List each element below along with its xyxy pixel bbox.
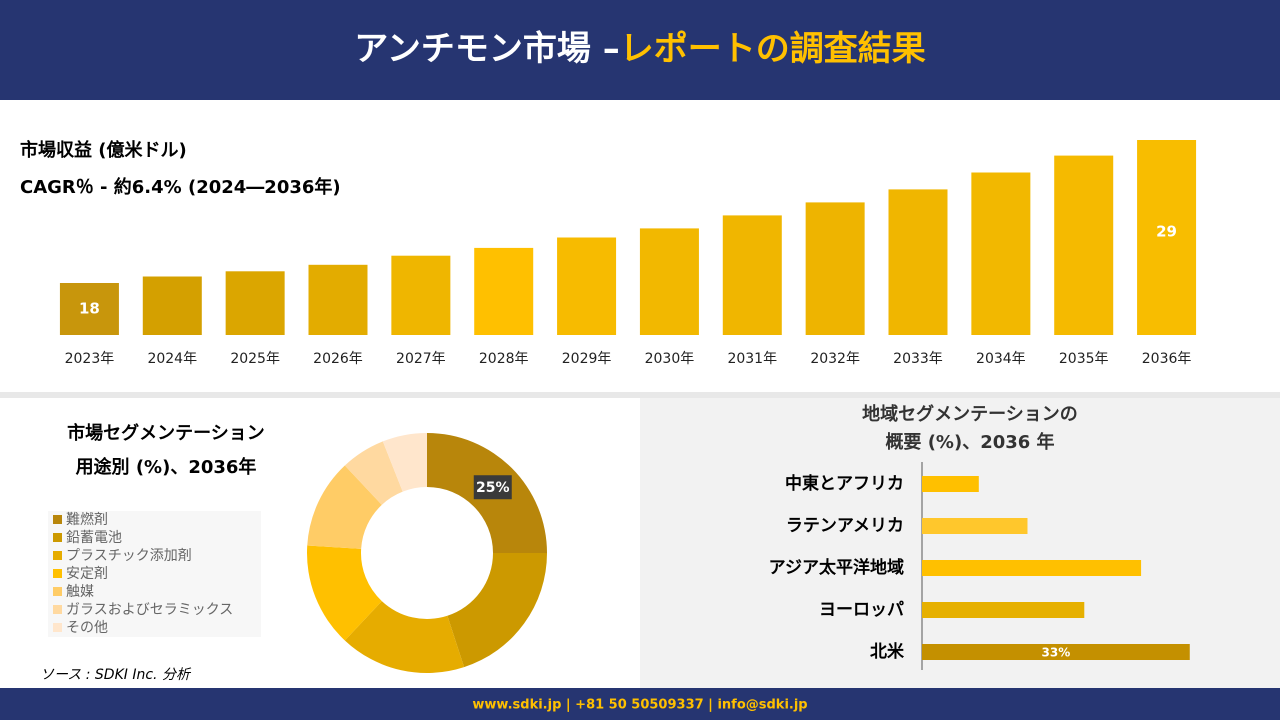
bar bbox=[922, 518, 1028, 534]
bar bbox=[557, 237, 617, 335]
x-tick-label: 2034年 bbox=[976, 351, 1026, 367]
x-tick-label: 2029年 bbox=[562, 351, 612, 367]
data-label-box bbox=[473, 475, 512, 500]
donut-slice bbox=[344, 601, 465, 673]
bar bbox=[639, 228, 699, 335]
legend-swatch bbox=[53, 533, 62, 542]
y-tick-label: ヨーロッパ bbox=[819, 600, 904, 620]
legend-label: 安定剤 bbox=[66, 566, 108, 582]
x-tick-label: 2023年 bbox=[65, 351, 115, 367]
data-label: 18 bbox=[79, 300, 100, 318]
legend-swatch bbox=[53, 605, 62, 614]
y-tick-label: 中東とアフリカ bbox=[785, 473, 904, 494]
bar bbox=[474, 247, 534, 335]
data-label: 33% bbox=[1042, 646, 1071, 660]
legend-label: 鉛蓄電池 bbox=[66, 530, 122, 546]
donut-slice bbox=[382, 433, 427, 492]
x-tick-label: 2035年 bbox=[1059, 351, 1109, 367]
bar bbox=[971, 172, 1031, 335]
data-label: 25% bbox=[476, 480, 510, 496]
chart-title: 概要 (%)、2036 年 bbox=[885, 431, 1054, 453]
bar bbox=[142, 276, 202, 335]
legend-label: 難燃剤 bbox=[66, 511, 108, 528]
footer-contact: www.sdki.jp | +81 50 50509337 | info@sdk… bbox=[472, 698, 807, 713]
chart-title: 用途別 (%)、2036年 bbox=[76, 456, 257, 478]
legend-swatch bbox=[53, 551, 62, 560]
x-tick-label: 2030年 bbox=[645, 351, 695, 367]
bar bbox=[922, 476, 979, 492]
title-main: アンチモン市場 – bbox=[354, 29, 619, 69]
x-tick-label: 2033年 bbox=[893, 351, 943, 367]
x-tick-label: 2026年 bbox=[313, 351, 363, 367]
bar bbox=[722, 215, 782, 335]
header-band bbox=[0, 0, 1280, 100]
x-tick-label: 2024年 bbox=[147, 351, 197, 367]
x-tick-label: 2036年 bbox=[1142, 351, 1192, 367]
donut-slice bbox=[307, 545, 382, 641]
legend-swatch bbox=[53, 569, 62, 578]
bar bbox=[922, 644, 1190, 660]
x-tick-label: 2032年 bbox=[810, 351, 860, 367]
bar bbox=[922, 602, 1085, 618]
y-tick-label: 北米 bbox=[870, 641, 905, 662]
title-highlight: レポートの調査結果 bbox=[620, 29, 926, 69]
chart-title: 市場収益 (億米ドル) bbox=[20, 139, 187, 161]
legend-swatch bbox=[53, 587, 62, 596]
donut-slice bbox=[307, 465, 382, 549]
divider bbox=[0, 392, 1280, 398]
bar bbox=[59, 283, 119, 335]
legend-swatch bbox=[53, 515, 62, 524]
legend-label: その他 bbox=[66, 620, 108, 636]
y-tick-label: ラテンアメリカ bbox=[786, 516, 904, 536]
bar bbox=[1054, 155, 1114, 335]
legend-label: 触媒 bbox=[66, 584, 94, 600]
x-tick-label: 2027年 bbox=[396, 351, 446, 367]
bar bbox=[391, 255, 451, 335]
y-tick-label: アジア太平洋地域 bbox=[769, 557, 904, 578]
bar bbox=[805, 202, 865, 335]
donut-slice bbox=[344, 441, 403, 505]
x-tick-label: 2031年 bbox=[727, 351, 777, 367]
donut-slice bbox=[447, 553, 547, 668]
chart-title: 市場セグメンテーション bbox=[67, 422, 265, 444]
legend-box bbox=[48, 511, 261, 637]
data-label: 29 bbox=[1156, 223, 1177, 241]
bar bbox=[922, 560, 1142, 576]
header-title: アンチモン市場 –レポートの調査結果 bbox=[354, 29, 925, 69]
source-note: ソース : SDKI Inc. 分析 bbox=[40, 667, 192, 683]
x-tick-label: 2028年 bbox=[479, 351, 529, 367]
chart-title: 地域セグメンテーションの bbox=[862, 403, 1078, 425]
bar bbox=[308, 264, 368, 335]
chart-subtitle: CAGR％ - 約6.4% (2024―2036年) bbox=[20, 176, 341, 198]
legend-label: ガラスおよびセラミックス bbox=[66, 602, 233, 618]
bar bbox=[225, 271, 285, 335]
x-tick-label: 2025年 bbox=[230, 351, 280, 367]
region-panel bbox=[640, 398, 1280, 688]
bar bbox=[1137, 140, 1197, 335]
bar bbox=[888, 189, 948, 335]
legend-swatch bbox=[53, 623, 62, 632]
legend-label: プラスチック添加剤 bbox=[66, 548, 192, 564]
footer-band bbox=[0, 688, 1280, 720]
